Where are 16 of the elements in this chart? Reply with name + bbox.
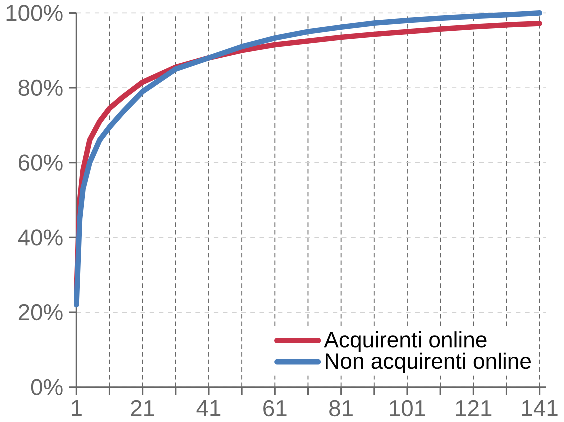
- y-tick-label: 60%: [18, 154, 63, 172]
- x-tick-label: 141: [522, 400, 558, 416]
- x-tick-label: 1: [72, 400, 82, 416]
- legend-label: Acquirenti online: [324, 332, 487, 352]
- x-tick-label: 81: [330, 400, 353, 417]
- y-tick-label: 100%: [6, 5, 63, 22]
- x-tick-label: 41: [196, 400, 221, 416]
- x-tick-label: 101: [390, 400, 426, 417]
- y-tick-label: 0%: [31, 379, 63, 396]
- y-tick-label: 80%: [18, 80, 63, 96]
- legend-label: Non acquirenti online: [326, 353, 532, 374]
- y-tick-label: 40%: [18, 230, 63, 246]
- y-tick-label: 20%: [18, 304, 63, 321]
- x-tick-label: 21: [131, 400, 154, 417]
- x-tick-label: 61: [264, 400, 287, 417]
- x-tick-label: 121: [456, 400, 492, 417]
